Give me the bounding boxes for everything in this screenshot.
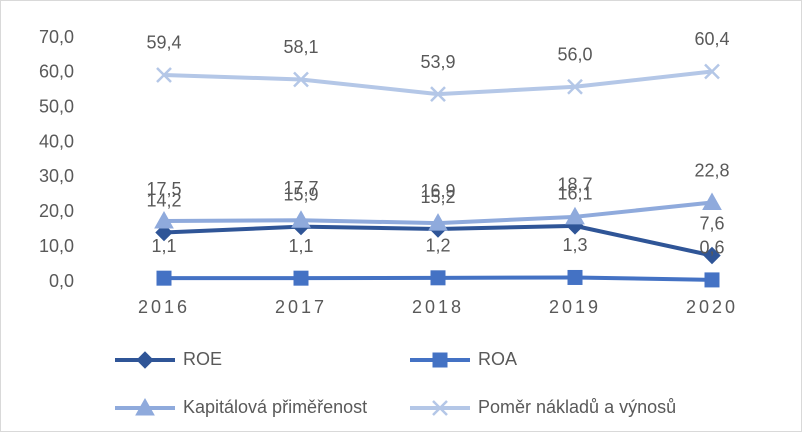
marker bbox=[293, 270, 309, 286]
legend-label: Poměr nákladů a výnosů bbox=[478, 397, 676, 417]
marker bbox=[567, 269, 583, 285]
legend-marker bbox=[432, 352, 448, 368]
data-label: 18,7 bbox=[557, 175, 592, 195]
marker bbox=[428, 213, 448, 231]
data-label: 58,1 bbox=[283, 37, 318, 57]
y-tick-label: 10,0 bbox=[39, 236, 74, 256]
y-tick-label: 40,0 bbox=[39, 131, 74, 151]
marker bbox=[703, 246, 721, 265]
marker bbox=[704, 272, 720, 288]
data-label: 56,0 bbox=[557, 45, 592, 65]
data-label: 17,7 bbox=[283, 178, 318, 198]
x-tick-label: 2018 bbox=[412, 297, 464, 317]
y-tick-label: 30,0 bbox=[39, 166, 74, 186]
data-label: 1,1 bbox=[151, 236, 176, 256]
data-label: 15,9 bbox=[283, 184, 318, 204]
y-tick-label: 0,0 bbox=[49, 271, 74, 291]
marker bbox=[702, 192, 722, 211]
legend-label: Kapitálová přiměřenost bbox=[183, 397, 367, 417]
marker bbox=[156, 67, 172, 83]
marker bbox=[156, 270, 172, 286]
data-label: 0,6 bbox=[699, 238, 724, 258]
data-label: 14,2 bbox=[146, 190, 181, 210]
data-label: 22,8 bbox=[694, 160, 729, 180]
marker bbox=[430, 86, 446, 103]
legend-marker bbox=[136, 351, 154, 369]
marker bbox=[565, 206, 585, 225]
y-tick-label: 50,0 bbox=[39, 96, 74, 116]
data-label: 16,1 bbox=[557, 184, 592, 204]
legend-label: ROA bbox=[478, 349, 517, 369]
x-tick-label: 2017 bbox=[275, 297, 327, 317]
legend-label: ROE bbox=[183, 349, 222, 369]
marker bbox=[293, 71, 309, 88]
x-tick-label: 2020 bbox=[686, 297, 738, 317]
data-label: 7,6 bbox=[699, 213, 724, 233]
marker bbox=[154, 210, 174, 229]
data-label: 1,3 bbox=[562, 235, 587, 255]
data-label: 17,5 bbox=[146, 179, 181, 199]
data-label: 60,4 bbox=[694, 29, 729, 49]
marker bbox=[430, 270, 446, 286]
data-label: 16,9 bbox=[420, 181, 455, 201]
marker bbox=[291, 210, 311, 228]
data-label: 53,9 bbox=[420, 52, 455, 72]
marker bbox=[155, 223, 173, 242]
data-label: 15,2 bbox=[420, 187, 455, 207]
y-tick-label: 60,0 bbox=[39, 62, 74, 82]
y-tick-label: 20,0 bbox=[39, 201, 74, 221]
legend-marker bbox=[135, 397, 155, 416]
marker bbox=[704, 63, 720, 80]
x-tick-label: 2016 bbox=[138, 297, 190, 317]
x-tick-label: 2019 bbox=[549, 297, 601, 317]
marker bbox=[567, 78, 583, 95]
legend-marker bbox=[432, 400, 448, 416]
data-label: 59,4 bbox=[146, 33, 181, 53]
data-label: 1,1 bbox=[288, 236, 313, 256]
data-label: 1,2 bbox=[425, 236, 450, 256]
y-tick-label: 70,0 bbox=[39, 27, 74, 47]
